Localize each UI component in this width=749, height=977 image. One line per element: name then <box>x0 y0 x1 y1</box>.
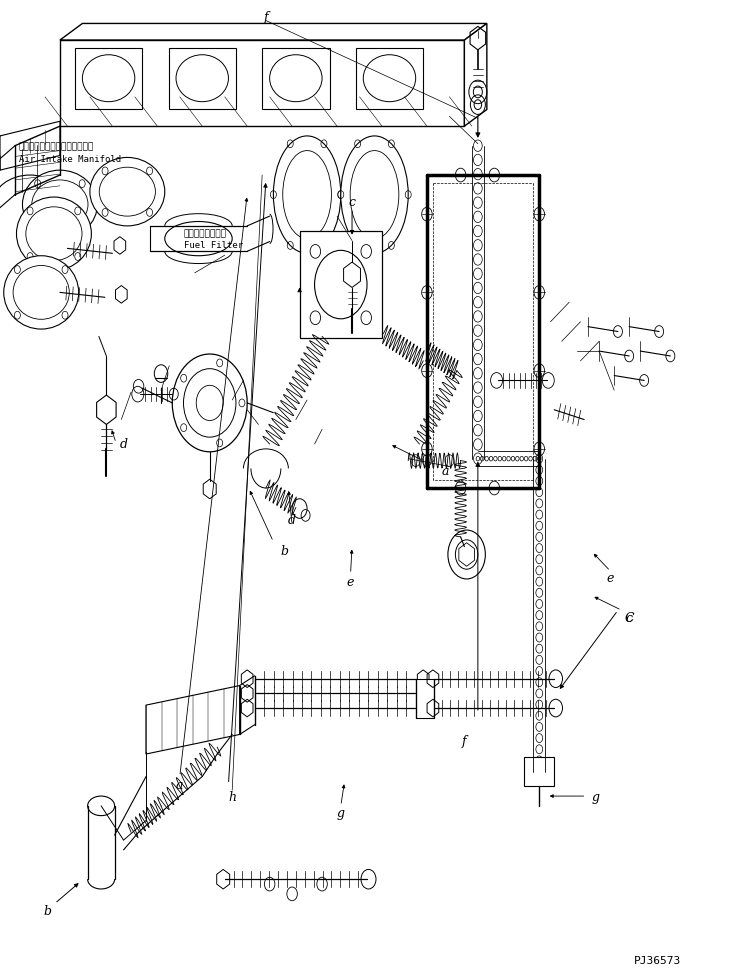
Circle shape <box>625 351 634 362</box>
Polygon shape <box>75 49 142 109</box>
Polygon shape <box>146 686 240 754</box>
Ellipse shape <box>273 137 341 254</box>
Text: a: a <box>442 464 449 478</box>
Bar <box>524 757 554 786</box>
Text: b: b <box>43 904 51 917</box>
Text: d: d <box>120 437 127 450</box>
Circle shape <box>666 351 675 362</box>
Text: f: f <box>462 734 467 747</box>
Ellipse shape <box>16 197 91 271</box>
Circle shape <box>613 326 622 338</box>
Text: e: e <box>347 575 354 589</box>
Ellipse shape <box>341 137 408 254</box>
Text: h: h <box>228 789 236 803</box>
Circle shape <box>448 531 485 579</box>
Circle shape <box>655 326 664 338</box>
Text: b: b <box>281 544 288 558</box>
Text: フェエルフィルタ: フェエルフィルタ <box>184 230 226 238</box>
Text: Air Intake Manifold: Air Intake Manifold <box>19 155 121 164</box>
Polygon shape <box>60 24 487 41</box>
Circle shape <box>640 375 649 387</box>
Polygon shape <box>464 24 487 127</box>
Polygon shape <box>60 41 464 127</box>
Text: C: C <box>625 611 634 624</box>
Polygon shape <box>356 49 423 109</box>
Text: g: g <box>592 789 599 803</box>
Text: Fuel Filter: Fuel Filter <box>184 241 243 250</box>
Polygon shape <box>262 49 330 109</box>
Polygon shape <box>169 49 236 109</box>
Text: c: c <box>625 611 633 624</box>
Text: PJ36573: PJ36573 <box>634 956 682 965</box>
Ellipse shape <box>4 257 79 330</box>
Text: エアーインテークマニホールド: エアーインテークマニホールド <box>19 143 94 151</box>
Text: f: f <box>264 11 268 24</box>
Text: a: a <box>176 778 184 791</box>
Text: d: d <box>288 513 296 527</box>
Text: g: g <box>337 806 345 820</box>
Bar <box>300 232 382 339</box>
Ellipse shape <box>22 171 97 239</box>
Ellipse shape <box>90 158 165 227</box>
Text: c: c <box>348 195 356 209</box>
Circle shape <box>172 355 247 452</box>
Bar <box>416 679 434 718</box>
Polygon shape <box>0 122 60 171</box>
Text: e: e <box>607 572 614 585</box>
